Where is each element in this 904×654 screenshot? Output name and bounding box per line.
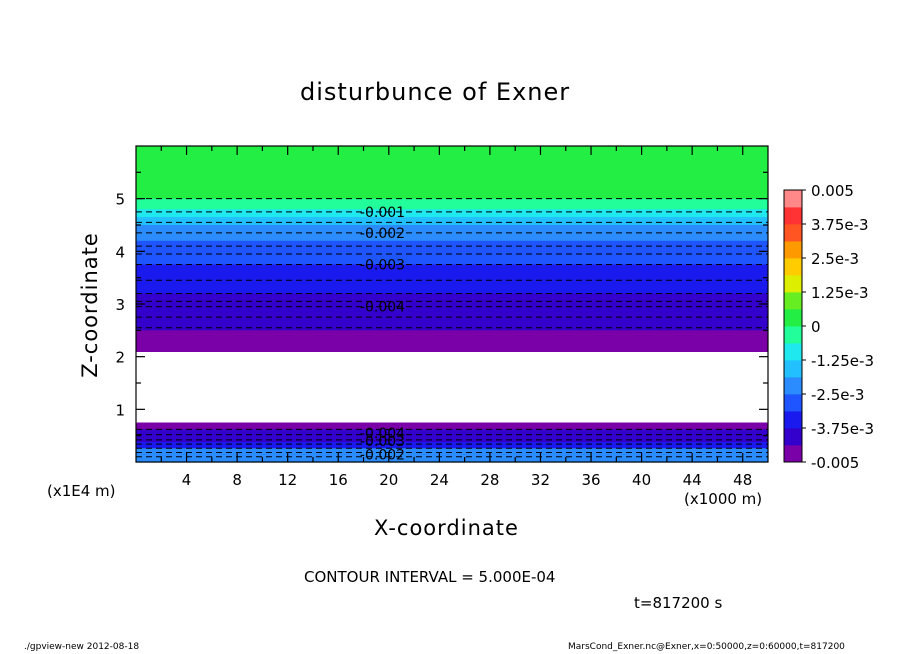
colorbar-swatch (784, 343, 802, 361)
x-tick-label: 36 (581, 471, 600, 489)
upper-band (136, 311, 768, 331)
contour-label: -0.004 (360, 300, 405, 316)
axis-tick-layer (136, 146, 768, 462)
colorbar-swatch (784, 258, 802, 276)
upper-band (136, 146, 768, 200)
upper-band (136, 198, 768, 210)
x-tick-label: 16 (329, 471, 348, 489)
contour-label: -0.002 (360, 226, 405, 242)
colorbar-label: 3.75e-3 (811, 216, 869, 234)
x-tick-label: 20 (379, 471, 398, 489)
contour-line-layer (136, 198, 768, 458)
x-tick-label: 4 (182, 471, 192, 489)
colorbar-swatch (784, 309, 802, 327)
colorbar-swatch (784, 241, 802, 259)
colorbar-swatch (784, 445, 802, 463)
x-tick-label: 12 (278, 471, 297, 489)
upper-band (136, 251, 768, 266)
colorbar-label: 1.25e-3 (811, 284, 869, 302)
colorbar-swatch (784, 190, 802, 208)
x-tick-label: 44 (683, 471, 702, 489)
x-tick-label: 40 (632, 471, 651, 489)
x-tick-label: 48 (733, 471, 752, 489)
contour-label: -0.004 (360, 426, 405, 442)
colorbar-label: 0.005 (811, 182, 854, 200)
colorbar: 0.005 3.75e-3 2.5e-3 1.25e-3 0 -1.25e-3 -2.5e-… (783, 182, 874, 472)
lower-band (136, 448, 768, 456)
lower-band (136, 454, 768, 463)
colorbar-swatch (784, 411, 802, 429)
y-tick-label: 2 (115, 349, 125, 367)
colorbar-label: -3.75e-3 (811, 420, 874, 438)
colorbar-label: -1.25e-3 (811, 352, 874, 370)
colorbar-label: -2.5e-3 (811, 386, 864, 404)
upper-band (136, 225, 768, 234)
chart-title: disturbunce of Exner (300, 78, 571, 106)
x-tick-label: 28 (480, 471, 499, 489)
colorbar-swatch (784, 428, 802, 446)
contour-fill-layer (136, 146, 768, 463)
contour-label: -0.001 (360, 205, 405, 221)
upper-band (136, 330, 768, 342)
colorbar-swatch (784, 292, 802, 310)
contour-label-layer: -0.001-0.002-0.003-0.004-0.004-0.003-0.0… (360, 205, 405, 464)
y-tick-label: 3 (115, 296, 125, 314)
upper-band (136, 340, 768, 352)
colorbar-swatch (784, 394, 802, 412)
y-unit-label: (x1E4 m) (47, 482, 116, 500)
contour-label: -0.003 (360, 258, 405, 274)
colorbar-swatch (784, 207, 802, 225)
x-tick-label: 32 (531, 471, 550, 489)
contour-interval-label: CONTOUR INTERVAL = 5.000E-04 (304, 568, 556, 586)
colorbar-label: 0 (811, 318, 821, 336)
colorbar-swatch (784, 377, 802, 395)
y-tick-label: 4 (115, 243, 125, 261)
upper-band (136, 232, 768, 242)
upper-band (136, 217, 768, 226)
y-axis-title: Z-coordinate (78, 232, 102, 378)
contour-label: -0.002 (360, 448, 405, 464)
x-unit-label: (x1000 m) (684, 490, 763, 508)
colorbar-label: 2.5e-3 (811, 250, 859, 268)
program-label: ./gpview-new 2012-08-18 (24, 642, 140, 652)
x-axis-title: X-coordinate (374, 516, 519, 540)
upper-band (136, 264, 768, 279)
lower-band (136, 441, 768, 449)
x-tick-label: 8 (232, 471, 242, 489)
time-label: t=817200 s (634, 594, 723, 612)
upper-band (136, 209, 768, 218)
upper-band (136, 277, 768, 295)
y-tick-label: 5 (115, 191, 125, 209)
source-label: MarsCond_Exner.nc@Exner,x=0:50000,z=0:60… (568, 642, 845, 652)
y-tick-label: 1 (115, 401, 125, 419)
lower-band (136, 429, 768, 437)
colorbar-label: -0.005 (811, 454, 859, 472)
colorbar-swatch (784, 275, 802, 293)
x-tick-label: 24 (430, 471, 449, 489)
colorbar-swatch (784, 360, 802, 378)
lower-band (136, 422, 768, 430)
contour-label: -0.003 (360, 434, 405, 450)
lower-band (136, 435, 768, 443)
upper-band (136, 293, 768, 313)
colorbar-swatch (784, 224, 802, 242)
colorbar-swatch (784, 326, 802, 344)
